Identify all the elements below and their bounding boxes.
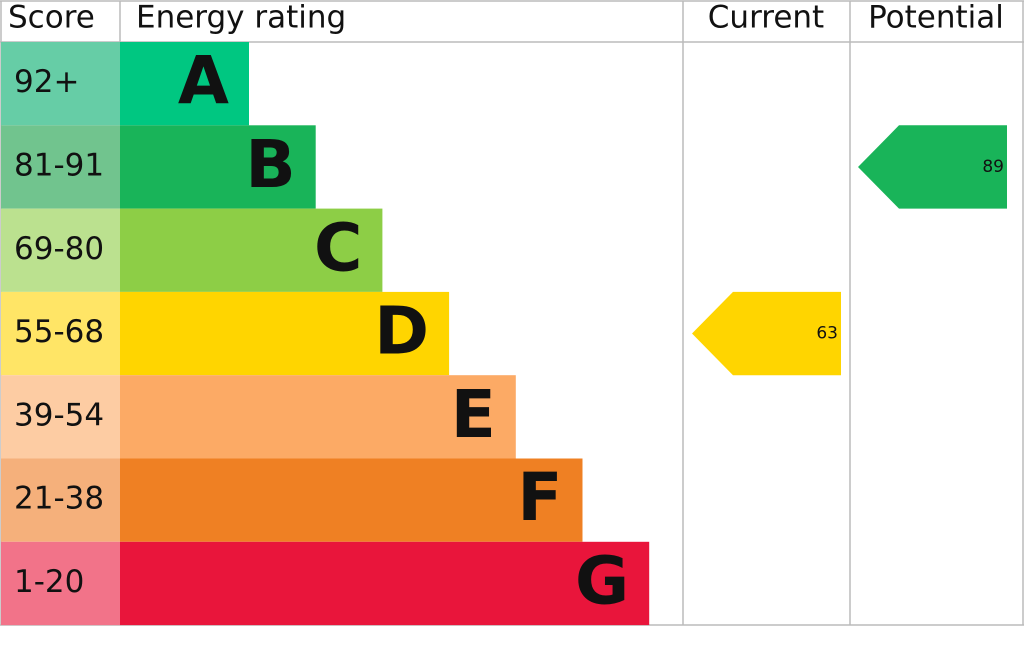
score-cell (1, 291, 120, 376)
score-cell (1, 125, 120, 209)
score-label: 92+ (14, 64, 79, 100)
rating-bar (120, 541, 650, 626)
score-cell (1, 541, 120, 626)
rating-letter: G (575, 543, 629, 620)
header-score: Score (8, 0, 95, 36)
rating-bar (120, 375, 516, 459)
score-cell (1, 375, 120, 459)
score-cell (1, 208, 120, 292)
rating-letter: F (517, 459, 562, 536)
header-potential: Potential (868, 0, 1004, 36)
rating-letter: A (178, 43, 229, 120)
score-label: 21-38 (14, 481, 104, 517)
rating-letter: E (451, 376, 496, 453)
rating-letter: B (245, 126, 295, 203)
score-label: 39-54 (14, 397, 104, 433)
score-cell (1, 458, 120, 542)
score-label: 1-20 (14, 564, 84, 600)
header-rating: Energy rating (136, 0, 346, 36)
rating-bar (120, 42, 249, 126)
header-current: Current (708, 0, 824, 36)
rating-bar (120, 125, 316, 209)
score-label: 81-91 (14, 147, 104, 183)
score-label: 69-80 (14, 231, 104, 267)
rating-bar (120, 291, 450, 376)
potential-arrow (858, 125, 1007, 209)
rating-bar (120, 208, 383, 292)
rating-letter: D (374, 293, 429, 370)
score-cell (1, 42, 120, 126)
current-value: 63 (816, 324, 838, 344)
current-arrow (692, 291, 841, 376)
score-label: 55-68 (14, 314, 104, 350)
potential-value: 89 (982, 157, 1004, 177)
rating-bar (120, 458, 583, 542)
rating-letter: C (314, 209, 362, 286)
